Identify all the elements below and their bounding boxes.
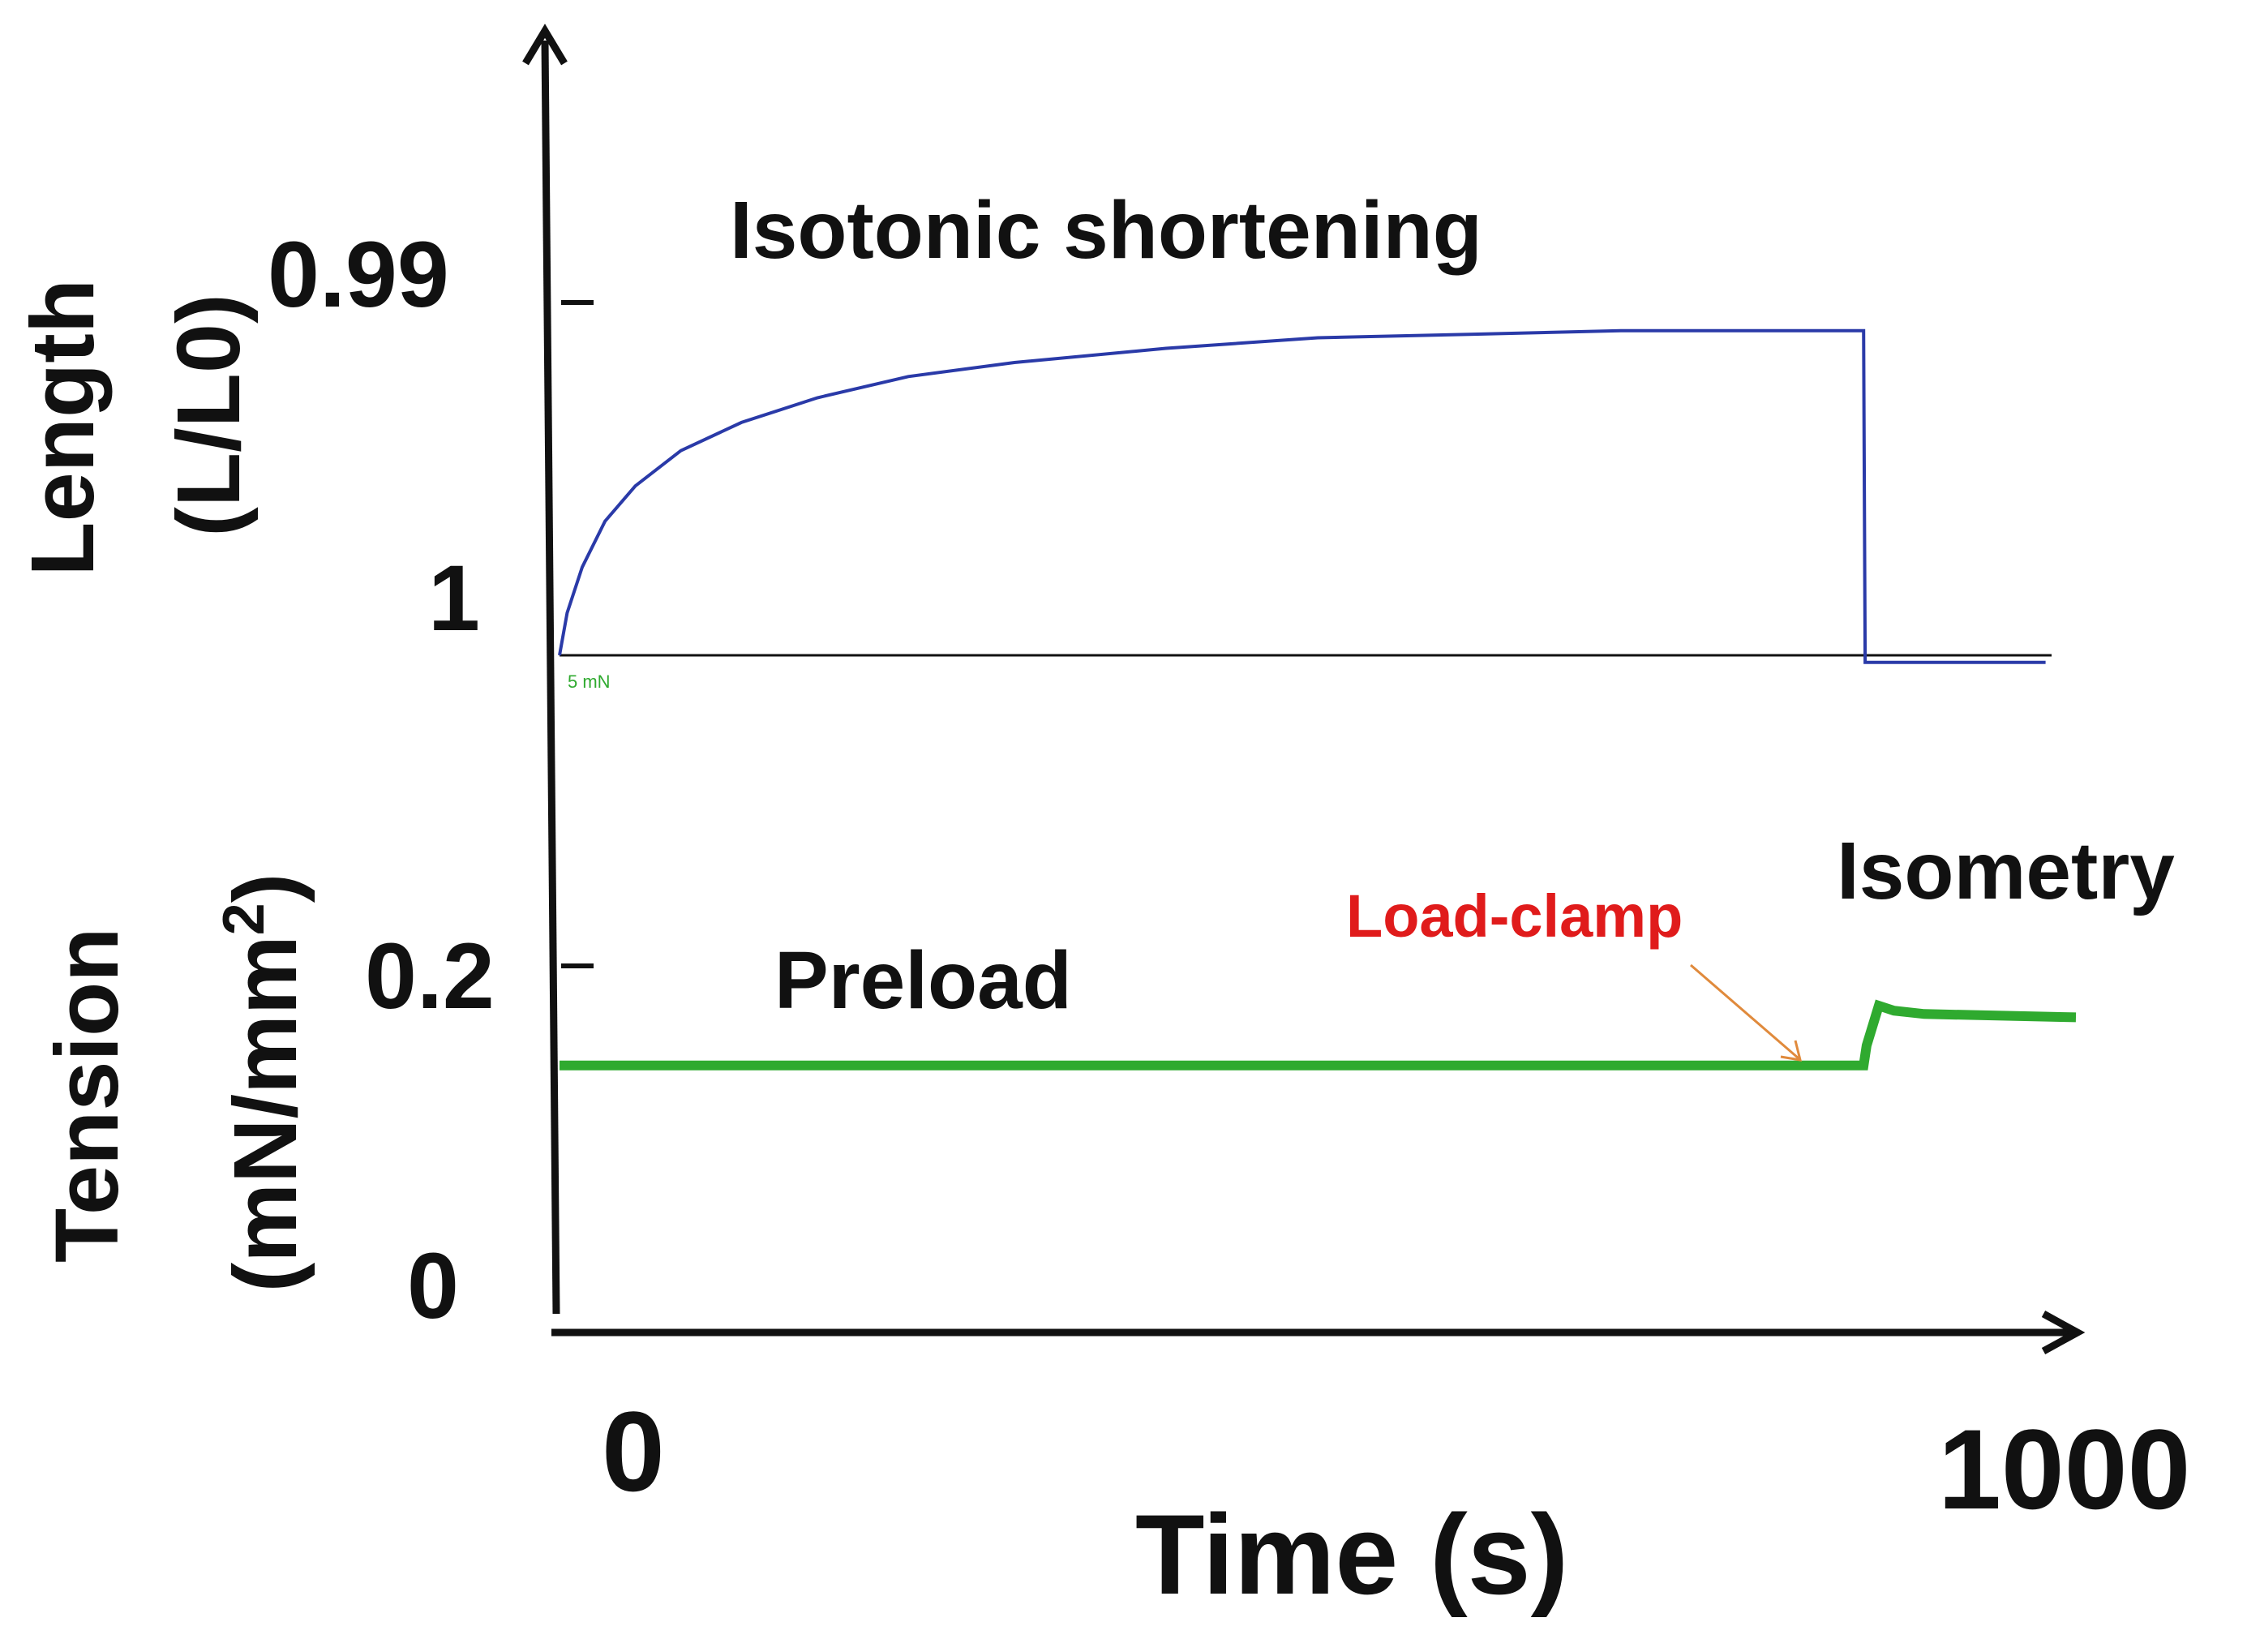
x-tick-label-0: 0 xyxy=(602,1388,665,1515)
tick-marks xyxy=(561,300,594,968)
length-axis-title: Length (L/L0) xyxy=(13,254,259,576)
tension-axis-title-line1: Tension xyxy=(37,928,137,1264)
length-axis-title-line1: Length xyxy=(13,279,113,577)
x-tick-label-1000: 1000 xyxy=(1938,1405,2190,1533)
tension-unit-superscript: 2 xyxy=(212,903,277,935)
tension-axis-title-line2: (mN/mm2) xyxy=(212,873,315,1293)
y-axis-line xyxy=(541,40,560,1315)
annotation-isometry: Isometry xyxy=(1837,826,2175,916)
x-axis-title: Time (s) xyxy=(1135,1491,1568,1618)
annotation-load-clamp: Load-clamp xyxy=(1346,882,1683,950)
tick-label-0.2: 0.2 xyxy=(365,925,495,1028)
y-axis-arrowhead xyxy=(522,24,568,66)
length-series-line xyxy=(558,328,2046,664)
annotation-preload: Preload xyxy=(774,935,1072,1026)
load-clamp-arrow xyxy=(1690,963,1803,1062)
annotation-isotonic-shortening: Isotonic shortening xyxy=(730,185,1482,276)
load-clamp-arrow-shaft xyxy=(1690,963,1799,1060)
tension-axis-title: Tension (mN/mm2) xyxy=(37,873,315,1293)
load-clamp-arrow-head xyxy=(1780,1040,1803,1062)
x-axis-arrowhead xyxy=(2041,1311,2086,1354)
tick-label-0.99: 0.99 xyxy=(268,223,449,327)
scale-note: 5 mN xyxy=(568,672,611,692)
length-axis-title-line2: (L/L0) xyxy=(159,294,259,536)
tension-unit-suffix: ) xyxy=(216,873,315,903)
tick-label-1: 1 xyxy=(428,547,480,650)
tension-unit-prefix: (mN/mm xyxy=(216,935,315,1292)
tension-series-line xyxy=(560,999,2077,1071)
axes xyxy=(522,24,2086,1354)
tick-label-0: 0 xyxy=(407,1234,459,1338)
